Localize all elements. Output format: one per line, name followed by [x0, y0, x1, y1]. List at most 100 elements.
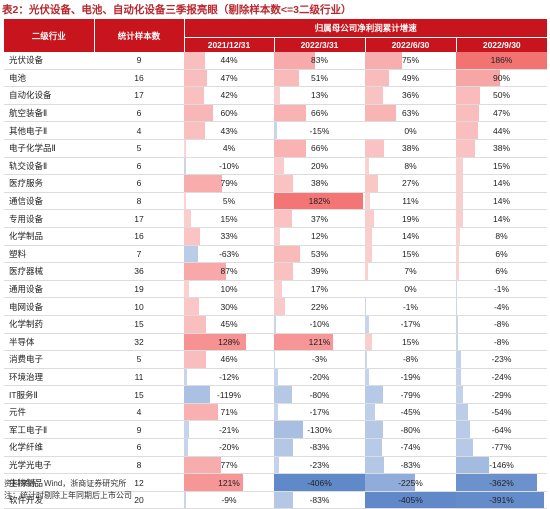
growth-data-bar — [184, 404, 218, 421]
growth-value-text: -21% — [219, 425, 239, 435]
growth-value-text: 20% — [311, 161, 328, 171]
growth-value-text: 7% — [404, 266, 416, 276]
growth-value-text: -8% — [494, 337, 509, 347]
growth-value-text: 14% — [493, 214, 510, 224]
growth-value-text: -9% — [221, 495, 236, 505]
growth-data-bar — [456, 122, 478, 139]
growth-value-text: -20% — [310, 372, 330, 382]
growth-value-cell: -83% — [365, 456, 456, 474]
growth-data-bar — [184, 369, 187, 386]
growth-value-cell: -4% — [456, 298, 547, 316]
growth-value-cell: 47% — [456, 104, 547, 122]
growth-data-bar — [456, 421, 470, 438]
growth-value-cell: 53% — [274, 245, 365, 263]
growth-value-cell: -362% — [456, 474, 547, 492]
growth-value-cell: 10% — [184, 280, 274, 298]
growth-value-text: 42% — [220, 90, 237, 100]
growth-value-text: -24% — [492, 372, 512, 382]
growth-data-bar — [365, 193, 370, 210]
growth-value-cell: 83% — [274, 52, 365, 69]
growth-value-cell: -20% — [184, 439, 274, 457]
growth-table: 二级行业 统计样本数 归属母公司净利润累计增速 2021/12/31 2022/… — [4, 19, 547, 509]
growth-value-text: -83% — [310, 442, 330, 452]
header-sample-count: 统计样本数 — [94, 19, 184, 52]
growth-data-bar — [184, 228, 200, 245]
growth-value-cell: 15% — [365, 245, 456, 263]
growth-value-cell: 20% — [274, 157, 365, 175]
sample-count-cell: 15 — [94, 315, 184, 333]
growth-value-cell: 38% — [365, 139, 456, 157]
growth-value-cell: 38% — [274, 175, 365, 193]
sample-count-cell: 6 — [94, 157, 184, 175]
growth-value-text: 37% — [311, 214, 328, 224]
growth-data-bar — [365, 228, 372, 245]
growth-data-bar — [456, 228, 460, 245]
growth-value-text: -83% — [401, 460, 421, 470]
growth-value-text: 51% — [311, 73, 328, 83]
sample-count-cell: 5 — [94, 139, 184, 157]
growth-data-bar — [184, 421, 189, 438]
growth-value-cell: -83% — [274, 491, 365, 509]
growth-value-text: 38% — [311, 178, 328, 188]
industry-cell: 医疗服务 — [4, 175, 94, 193]
growth-value-text: 11% — [402, 196, 418, 206]
industry-cell: 电池 — [4, 69, 94, 87]
growth-data-bar — [456, 105, 479, 122]
growth-data-bar — [365, 70, 389, 87]
growth-value-text: 15% — [220, 214, 237, 224]
growth-data-bar — [274, 52, 315, 69]
growth-data-bar — [274, 175, 293, 192]
growth-value-cell: 75% — [365, 52, 456, 69]
growth-data-bar — [274, 210, 292, 227]
growth-data-bar — [184, 210, 191, 227]
growth-value-text: -83% — [310, 495, 330, 505]
growth-value-cell: 51% — [274, 69, 365, 87]
growth-value-cell: 77% — [184, 456, 274, 474]
growth-value-text: -17% — [310, 407, 330, 417]
growth-value-cell: 11% — [365, 192, 456, 210]
growth-data-bar — [365, 105, 396, 122]
growth-data-bar — [274, 316, 276, 333]
growth-data-bar — [274, 263, 293, 280]
industry-cell: 电子化学品Ⅱ — [4, 139, 94, 157]
growth-data-bar — [274, 158, 284, 175]
growth-value-text: -119% — [217, 390, 241, 400]
growth-data-bar — [456, 457, 489, 474]
growth-value-cell: -29% — [456, 386, 547, 404]
sample-count-cell: 32 — [94, 333, 184, 351]
growth-value-text: 38% — [493, 143, 510, 153]
growth-value-cell: -23% — [456, 351, 547, 369]
growth-value-text: 4% — [223, 143, 235, 153]
industry-cell: 通信设备 — [4, 192, 94, 210]
growth-value-cell: 47% — [184, 69, 274, 87]
growth-data-bar — [184, 87, 204, 104]
table-title: 表2：光伏设备、电池、自动化设备三季报亮眼（剔除样本数<=3二级行业） — [2, 2, 548, 18]
growth-value-cell: 121% — [184, 474, 274, 492]
growth-value-cell: -23% — [274, 456, 365, 474]
growth-value-cell: 43% — [184, 122, 274, 140]
growth-value-text: 46% — [220, 354, 237, 364]
growth-value-text: -77% — [492, 442, 512, 452]
growth-value-text: 36% — [402, 90, 419, 100]
growth-value-cell: 39% — [274, 263, 365, 281]
growth-value-cell: 63% — [365, 104, 456, 122]
growth-data-bar — [456, 298, 457, 315]
growth-data-bar — [365, 369, 369, 386]
industry-cell: 其他电子Ⅱ — [4, 122, 94, 140]
growth-value-cell: 12% — [274, 227, 365, 245]
sample-count-cell: 6 — [94, 175, 184, 193]
growth-value-text: -20% — [219, 442, 239, 452]
sample-count-cell: 7 — [94, 245, 184, 263]
growth-value-cell: -74% — [365, 439, 456, 457]
growth-value-text: -45% — [401, 407, 421, 417]
growth-value-text: 5% — [223, 196, 235, 206]
sample-count-cell: 15 — [94, 386, 184, 404]
growth-value-text: 19% — [402, 214, 419, 224]
growth-value-cell: -3% — [274, 351, 365, 369]
growth-value-cell: 49% — [365, 69, 456, 87]
